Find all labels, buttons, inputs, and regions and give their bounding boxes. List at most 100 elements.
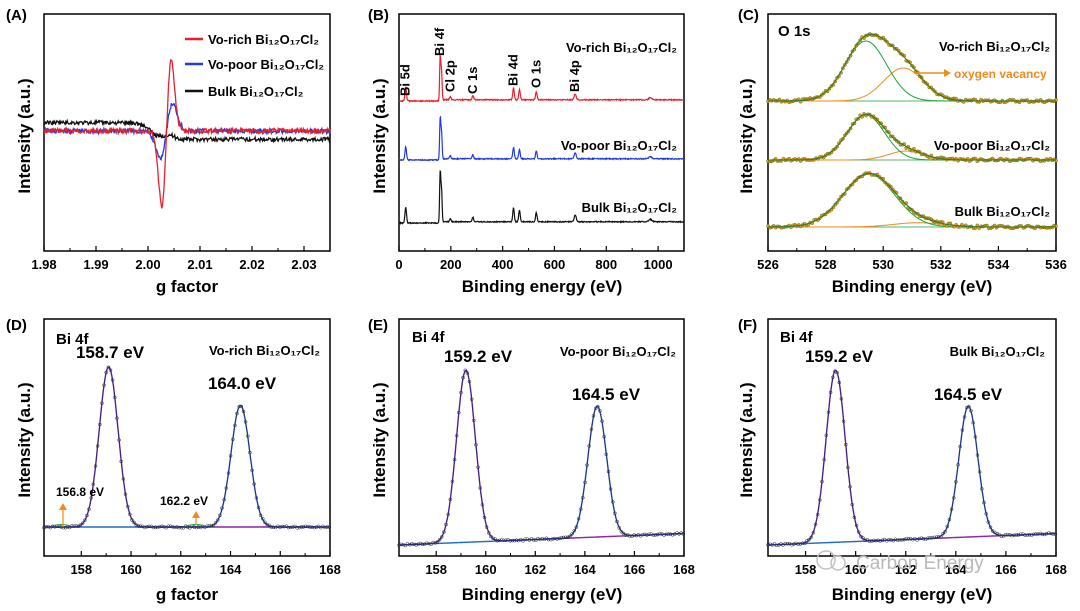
fit-envelope-c (768, 33, 1056, 102)
x-axis-label-d: g factor (156, 585, 219, 604)
x-tick-label-a: 1.99 (83, 257, 108, 272)
x-tick-label-f: 158 (795, 562, 817, 577)
series-label-bulk-c: Bulk Bi₁₂O₁₇Cl₂ (955, 204, 1051, 219)
x-tick-label-f: 164 (945, 562, 967, 577)
fit-envelope-e (399, 369, 684, 546)
series-group-e (397, 368, 686, 548)
x-tick-label-f: 168 (1045, 562, 1067, 577)
data-points-e (397, 368, 686, 548)
x-tick-label-e: 164 (574, 562, 596, 577)
x-tick-label-e: 162 (524, 562, 546, 577)
series-label-vo-rich-b: Vo-rich Bi₁₂O₁₇Cl₂ (566, 40, 677, 55)
data-points-f (766, 369, 1058, 548)
x-tick-label-c: 526 (757, 257, 779, 272)
peak-label-2-d: 164.0 eV (208, 374, 277, 393)
panel-label-b: (B) (368, 7, 389, 24)
x-tick-label-f: 160 (845, 562, 867, 577)
series-line-vo-poor-b (398, 115, 685, 162)
panel-label-d: (D) (6, 317, 27, 334)
plot-frame-f (767, 318, 1057, 557)
panel-title-d: Bi 4f (56, 331, 90, 348)
plot-frame-d (43, 318, 331, 557)
series-line-bulk-a (43, 118, 331, 144)
x-axis-label-f: Binding energy (eV) (832, 585, 993, 604)
x-tick-label-d: 166 (269, 562, 291, 577)
x-tick-label-d: 162 (170, 562, 192, 577)
x-tick-label-d: 164 (220, 562, 242, 577)
series-line-bulk-b (398, 170, 685, 226)
peak-label-2-e: 164.5 eV (572, 385, 641, 404)
component-4f52-d (44, 404, 330, 528)
x-tick-label-f: 166 (995, 562, 1017, 577)
series-group-b (398, 54, 685, 226)
shoulder-label-1-d: 156.8 eV (56, 485, 104, 499)
panel-label-c: (C) (738, 7, 759, 24)
shoulder-label-2-d: 162.2 eV (160, 494, 208, 508)
x-ticks-a: 1.98 1.99 2.00 2.01 2.02 2.03 (31, 246, 317, 272)
x-tick-label-a: 1.98 (31, 257, 56, 272)
component-lattice-c (768, 173, 1056, 228)
x-tick-label-b: 200 (440, 257, 462, 272)
x-ticks-c: 526 528 530 532 534 536 (757, 246, 1067, 272)
sample-label-d: Vo-rich Bi₁₂O₁₇Cl₂ (209, 343, 320, 358)
panel-a: (A) 1.98 1.99 2.00 2.01 2.02 2.03 g factor In… (6, 7, 331, 296)
series-group-f (766, 369, 1058, 548)
x-tick-label-c: 534 (988, 257, 1010, 272)
series-line-vo-rich-a (43, 59, 331, 209)
x-tick-label-c: 530 (872, 257, 894, 272)
shoulder-component-d (51, 524, 72, 527)
peak-label-b: O 1s (528, 60, 543, 88)
x-ticks-b: 0 200 400 600 800 1000 (395, 246, 673, 272)
y-axis-label-c: Intensity (a.u.) (737, 78, 756, 193)
fit-envelope-c (768, 113, 1056, 161)
x-tick-label-b: 400 (492, 257, 514, 272)
sample-label-f: Bulk Bi₁₂O₁₇Cl₂ (950, 344, 1046, 359)
x-tick-label-a: 2.02 (239, 257, 264, 272)
peak-label-1-d: 158.7 eV (76, 343, 145, 362)
oxygen-vacancy-arrowhead (944, 69, 951, 77)
fit-envelope-c (768, 172, 1056, 228)
x-tick-label-a: 2.00 (135, 257, 160, 272)
panel-b: (B) 0 200 400 600 800 1000 Bi 5d Bi 4f Cl 2p C 1… (368, 7, 685, 296)
peak-label-2-f: 164.5 eV (934, 385, 1003, 404)
y-axis-label-a: Intensity (a.u.) (15, 78, 34, 193)
panel-title-f: Bi 4f (780, 329, 814, 346)
shoulder-arrowhead-1-d (59, 503, 67, 510)
series-label-bulk-b: Bulk Bi₁₂O₁₇Cl₂ (582, 200, 678, 215)
series-label-vo-poor-c: Vo-poor Bi₁₂O₁₇Cl₂ (934, 138, 1050, 153)
peak-label-b: C 1s (465, 67, 480, 94)
legend-entry-vo-poor-a: Vo-poor Bi₁₂O₁₇Cl₂ (208, 57, 324, 72)
peak-label-b: Bi 4p (567, 60, 582, 92)
panel-label-a: (A) (6, 7, 27, 24)
x-ticks-e: 158 160 162 164 166 168 (425, 551, 695, 577)
plot-frame-b (398, 13, 685, 252)
x-tick-label-d: 168 (319, 562, 341, 577)
x-ticks-f: 158 160 162 164 166 168 (795, 551, 1067, 577)
legend-a: Vo-rich Bi₁₂O₁₇Cl₂ Vo-poor Bi₁₂O₁₇Cl₂ Bu… (185, 32, 324, 99)
y-axis-label-e: Intensity (a.u.) (370, 382, 389, 497)
series-group-a (43, 59, 331, 209)
series-label-vo-poor-b: Vo-poor Bi₁₂O₁₇Cl₂ (561, 138, 677, 153)
x-tick-label-c: 536 (1045, 257, 1067, 272)
peak-label-b: Bi 4d (506, 54, 521, 86)
component-4f72-e (399, 369, 684, 546)
panel-label-e: (E) (368, 317, 388, 334)
x-tick-label-b: 600 (544, 257, 566, 272)
x-axis-label-e: Binding energy (eV) (462, 585, 623, 604)
peak-label-1-f: 159.2 eV (805, 347, 874, 366)
x-tick-label-c: 528 (815, 257, 837, 272)
peak-label-b: Bi 4f (432, 27, 447, 56)
fit-envelope-f (768, 369, 1056, 546)
x-tick-label-e: 168 (673, 562, 695, 577)
y-axis-label-d: Intensity (a.u.) (15, 382, 34, 497)
x-axis-label-a: g factor (156, 277, 219, 296)
x-tick-label-e: 158 (425, 562, 447, 577)
plot-frame-e (398, 318, 685, 557)
component-4f52-f (768, 405, 1056, 546)
series-group-c (766, 32, 1058, 231)
watermark-logo-icon-2 (830, 555, 846, 571)
watermark-logo-icon (816, 550, 836, 570)
oxygen-vacancy-annotation: oxygen vacancy (954, 67, 1047, 81)
panel-e: (E) Bi 4f Vo-poor Bi₁₂O₁₇Cl₂ 158 160 162 16… (368, 317, 695, 604)
